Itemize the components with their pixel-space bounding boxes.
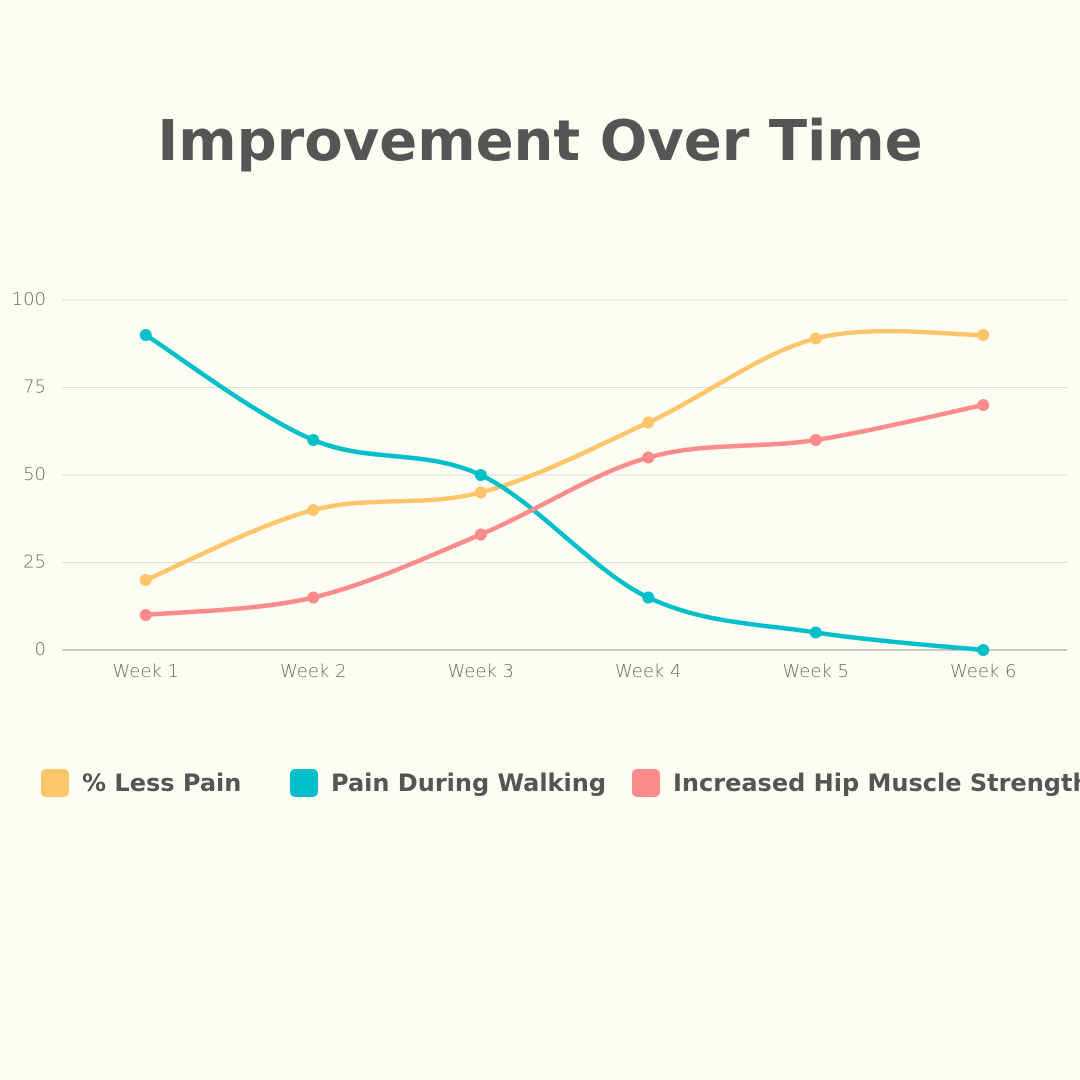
point — [642, 451, 655, 464]
x-tick-label: Week 2 — [280, 661, 347, 682]
point — [474, 486, 487, 499]
point — [307, 504, 320, 516]
line — [144, 333, 984, 653]
x-tick-label: Week 3 — [448, 661, 515, 682]
x-tick-label: Week 6 — [950, 661, 1017, 682]
point — [307, 591, 320, 604]
legend-swatch — [632, 769, 660, 797]
y-tick-label: 75 — [23, 377, 46, 398]
point — [474, 469, 487, 481]
point — [139, 609, 152, 621]
point — [977, 399, 990, 411]
point — [307, 434, 320, 446]
point — [977, 644, 990, 656]
point — [474, 528, 487, 541]
legend-label: Pain During Walking — [331, 769, 606, 797]
legend-label: Increased Hip Muscle Strength — [673, 769, 1080, 797]
point — [139, 329, 152, 341]
line — [144, 328, 984, 583]
point — [642, 416, 655, 429]
x-tick-label: Week 1 — [113, 661, 180, 682]
chart-title: Improvement Over Time — [157, 109, 922, 174]
point — [809, 434, 822, 446]
legend-label: % Less Pain — [82, 769, 241, 797]
y-tick-label: 50 — [23, 464, 46, 485]
point — [642, 591, 655, 604]
point — [139, 574, 152, 586]
x-tick-label: Week 5 — [783, 661, 850, 682]
legend-swatch — [290, 769, 318, 797]
y-tick-label: 25 — [23, 552, 46, 573]
point — [809, 332, 822, 345]
x-tick-label: Week 4 — [615, 661, 682, 682]
line — [145, 402, 984, 618]
point — [977, 329, 990, 341]
legend-swatch — [41, 769, 69, 797]
point — [809, 626, 822, 639]
y-tick-label: 100 — [12, 289, 46, 310]
y-tick-label: 0 — [35, 639, 46, 660]
